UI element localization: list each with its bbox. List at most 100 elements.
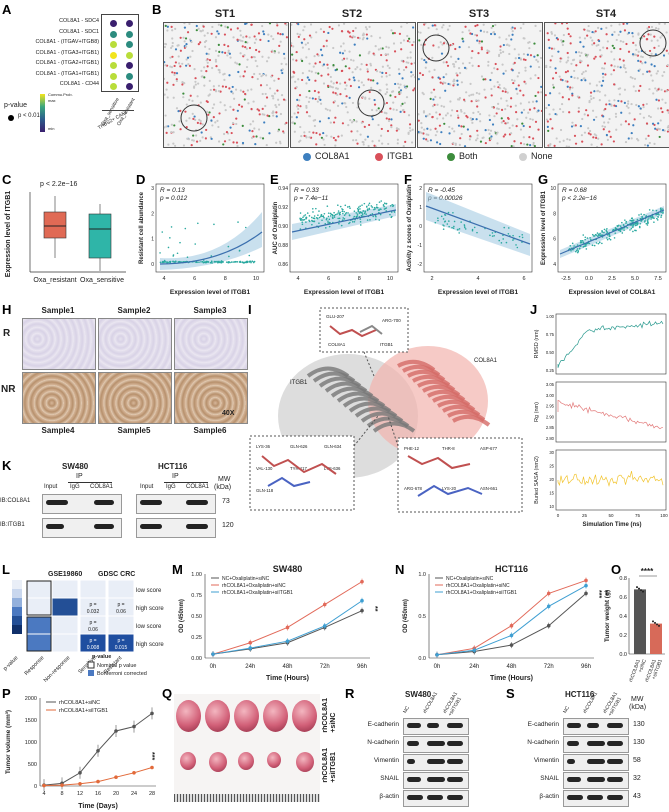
g-point xyxy=(592,235,595,237)
g-point xyxy=(597,235,599,238)
spot xyxy=(344,87,347,91)
spot xyxy=(539,29,542,33)
spot xyxy=(441,43,444,46)
e-point xyxy=(344,204,347,207)
f-point xyxy=(500,242,503,244)
spot xyxy=(223,104,226,107)
spot xyxy=(349,35,352,38)
spot xyxy=(293,130,296,133)
g-point xyxy=(606,237,608,239)
spot xyxy=(185,119,188,122)
spot xyxy=(348,96,351,99)
spot xyxy=(569,35,572,38)
spot xyxy=(261,107,264,110)
g-xtick: 0.0 xyxy=(585,276,593,282)
spot xyxy=(365,63,368,66)
o-point xyxy=(642,590,644,593)
spot xyxy=(293,71,296,74)
l-cell xyxy=(107,633,135,653)
spot xyxy=(632,124,635,127)
spot xyxy=(475,91,478,95)
spot xyxy=(560,39,563,42)
spot xyxy=(488,118,491,122)
e-point xyxy=(312,211,314,213)
l-cell xyxy=(25,633,53,653)
spot xyxy=(472,93,475,96)
spot xyxy=(199,101,202,104)
spot xyxy=(185,126,188,129)
spot xyxy=(524,82,527,85)
spot xyxy=(228,138,231,142)
md-ytick: 20 xyxy=(549,477,554,482)
spot xyxy=(427,26,430,30)
g-point xyxy=(660,216,662,218)
spot xyxy=(655,98,658,101)
spot xyxy=(528,41,531,44)
g-point xyxy=(601,242,603,245)
xtick: 0h xyxy=(210,664,217,670)
commprob-colorbar xyxy=(40,94,45,132)
spot xyxy=(376,82,379,85)
wb-band xyxy=(407,795,423,800)
e-point xyxy=(359,205,361,207)
spot xyxy=(267,39,270,43)
spot xyxy=(351,71,354,74)
spot xyxy=(203,76,206,79)
spot xyxy=(322,45,325,48)
spatial-map xyxy=(290,22,416,148)
spot xyxy=(166,29,169,32)
spot xyxy=(418,78,420,81)
spot xyxy=(585,55,589,58)
spot xyxy=(217,90,221,93)
e-point xyxy=(318,216,321,219)
spot xyxy=(661,110,664,114)
o-sig: **** xyxy=(641,567,654,576)
e-point xyxy=(363,202,366,205)
e-point xyxy=(323,216,325,219)
spot xyxy=(581,140,584,143)
spot xyxy=(412,89,415,92)
spot xyxy=(217,125,220,129)
spot xyxy=(519,142,523,145)
spot xyxy=(456,74,459,77)
spot xyxy=(282,52,286,55)
spot xyxy=(461,62,465,65)
xlabel: Time (Hours) xyxy=(266,675,309,682)
d-point xyxy=(237,221,239,223)
mw-unit: (kDa) xyxy=(214,484,232,491)
spot xyxy=(665,31,668,34)
g-point xyxy=(595,242,598,244)
spot xyxy=(406,39,409,43)
spot xyxy=(633,77,637,80)
spot xyxy=(241,45,244,48)
spot xyxy=(179,109,182,113)
spot xyxy=(566,59,570,62)
spot xyxy=(308,136,311,139)
panel-label-s: S xyxy=(506,686,515,701)
g-point xyxy=(586,237,589,239)
spot xyxy=(619,66,622,69)
mw-value: 120 xyxy=(222,522,234,529)
e-point xyxy=(365,205,368,208)
spatial-dots xyxy=(545,23,669,147)
spot xyxy=(387,142,390,146)
e-point xyxy=(383,208,386,210)
spot xyxy=(274,103,277,107)
spot xyxy=(631,31,634,35)
spot xyxy=(275,141,278,144)
spot xyxy=(202,25,205,28)
spot xyxy=(488,114,491,117)
l-legend-title: p-value xyxy=(92,654,111,660)
spot xyxy=(322,138,325,141)
spot xyxy=(208,58,212,62)
spot xyxy=(565,145,568,147)
e-point xyxy=(391,215,393,218)
spot xyxy=(510,97,513,100)
spot xyxy=(603,121,606,124)
d-point xyxy=(204,261,207,264)
spot xyxy=(561,43,564,47)
e-point xyxy=(353,210,356,213)
spot xyxy=(493,33,496,36)
spot xyxy=(605,103,608,106)
e-point xyxy=(320,213,323,216)
